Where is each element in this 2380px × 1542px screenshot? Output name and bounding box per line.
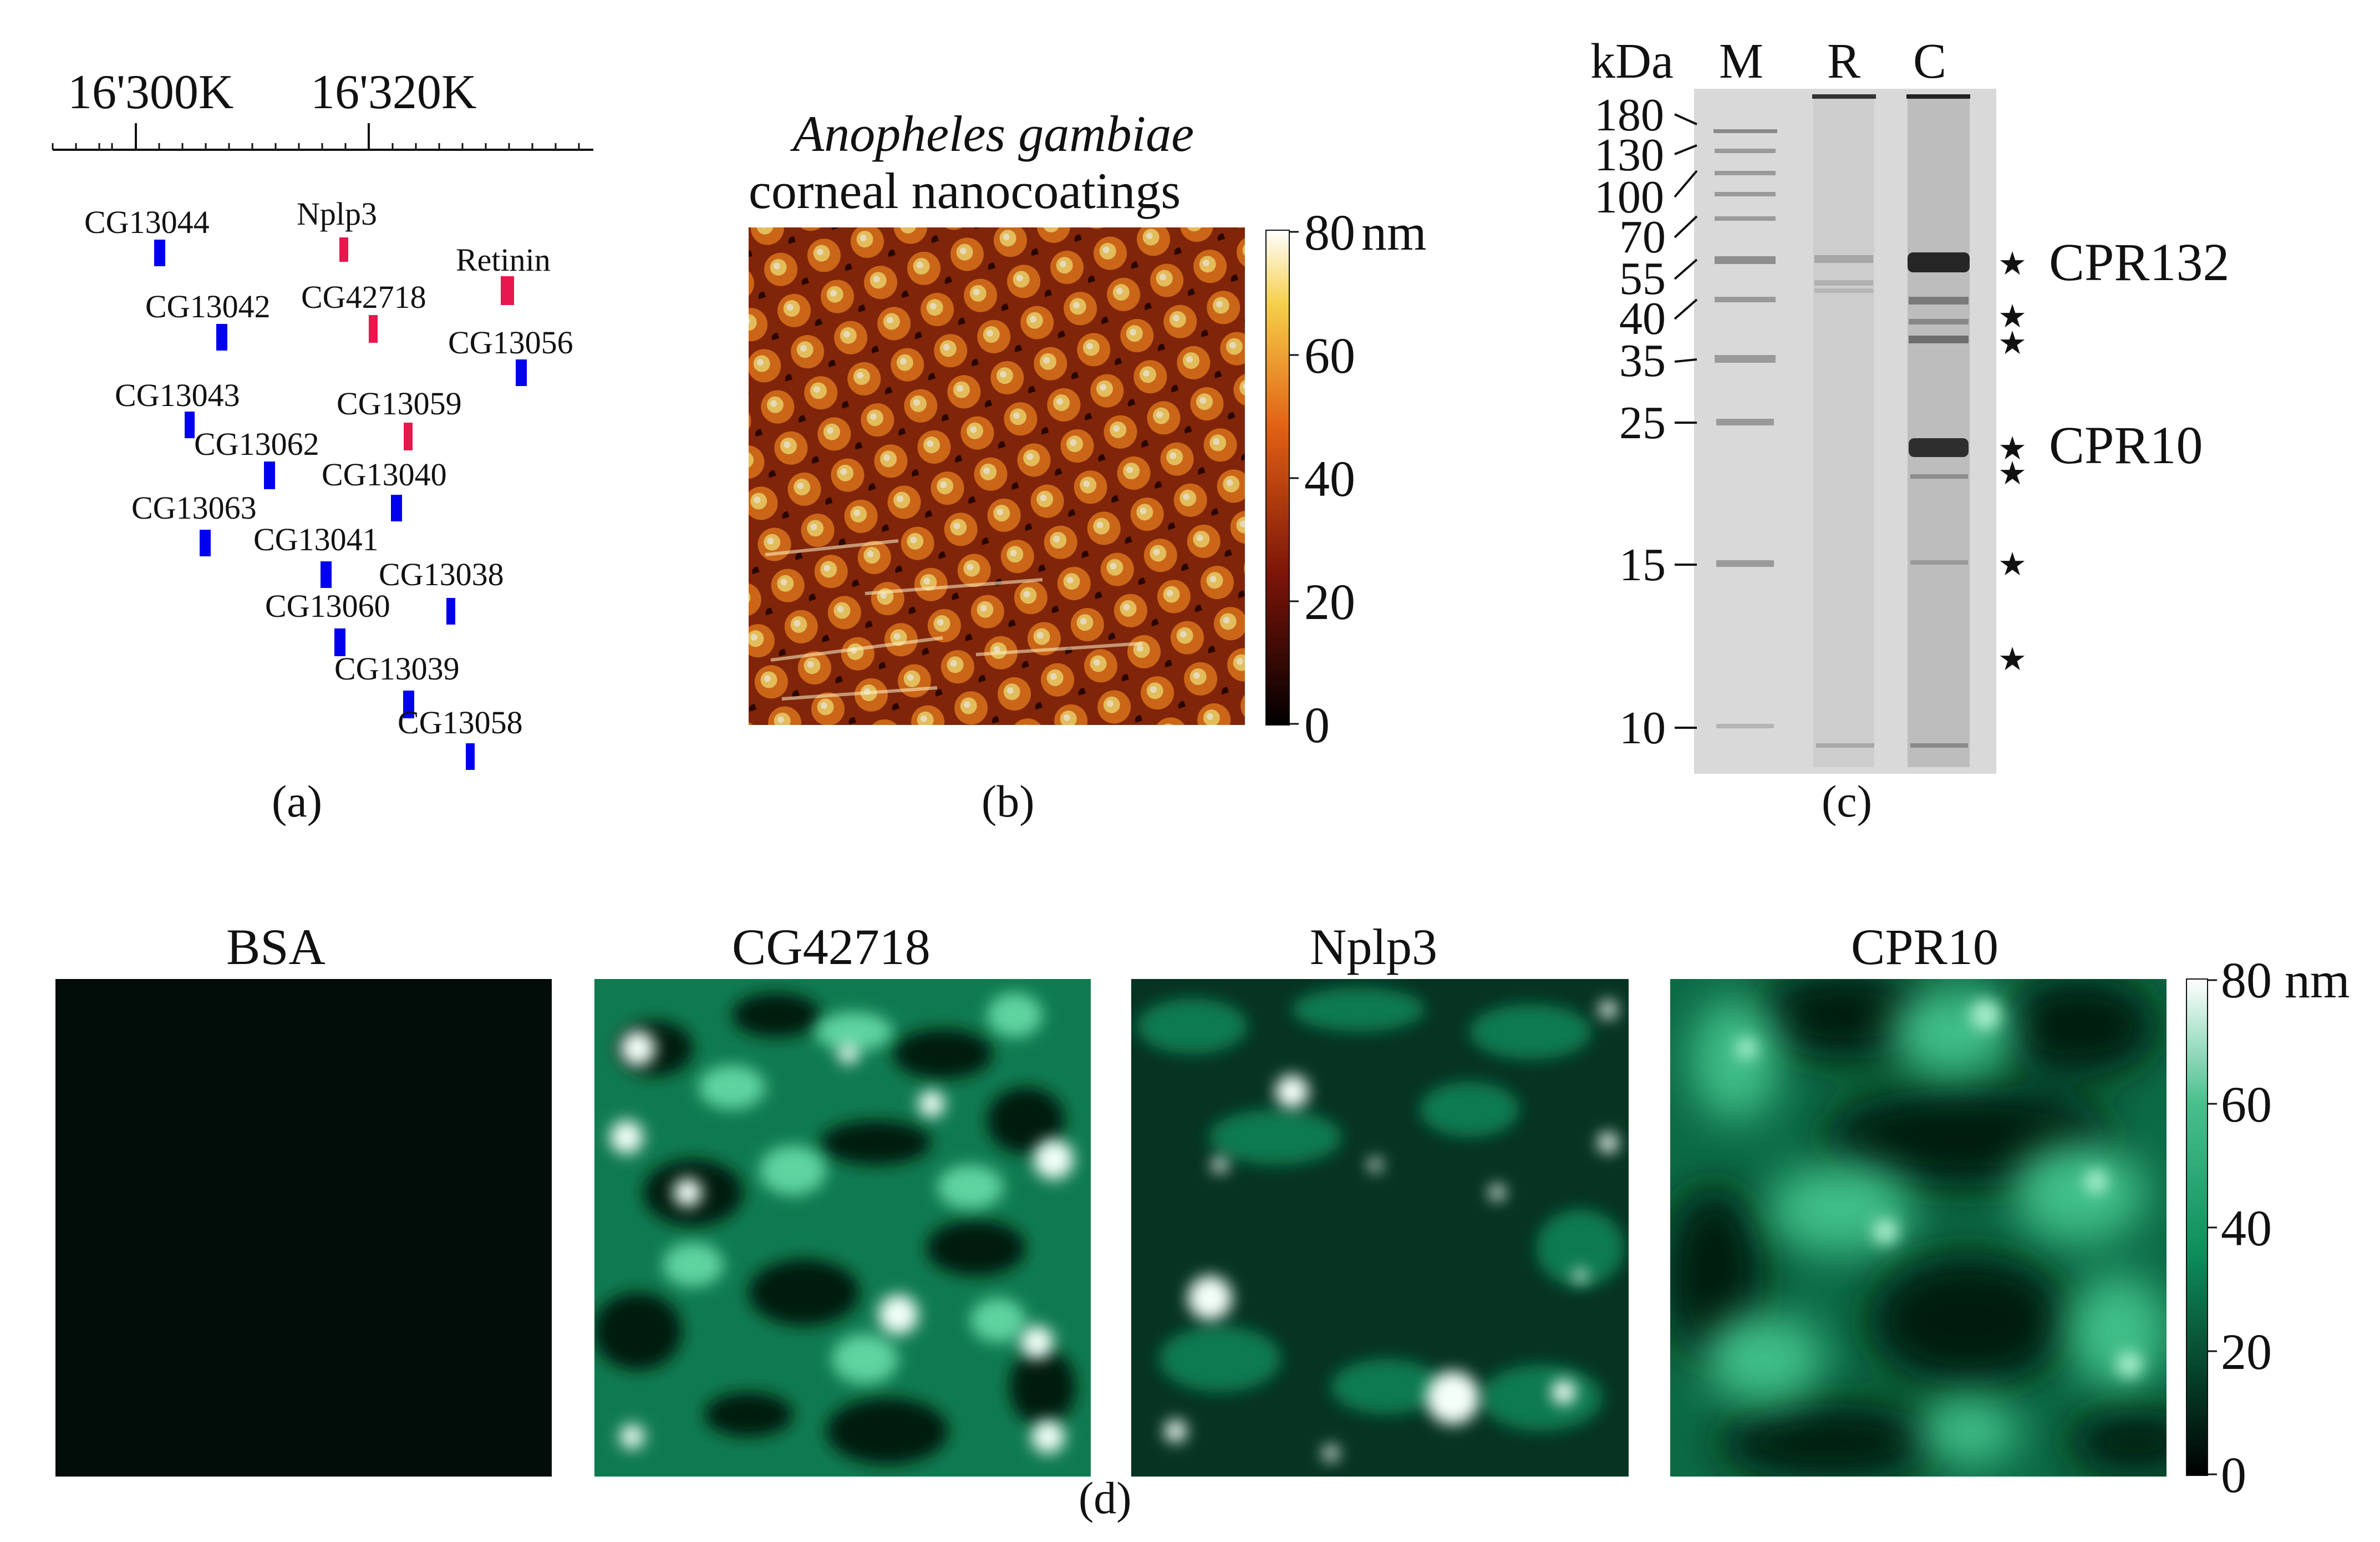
panel-b-title: corneal nanocoatings — [749, 163, 1181, 219]
gene-label: CG13044 — [84, 204, 210, 240]
band-label-cpr10: CPR10 — [2049, 415, 2203, 475]
star-icon: ★ — [1998, 246, 2027, 282]
gene-label: CG13063 — [131, 490, 257, 526]
lane-label-m: M — [1719, 34, 1763, 89]
gene-bar — [446, 598, 455, 625]
star-icon: ★ — [1998, 546, 2027, 582]
star-icon: ★ — [1998, 430, 2027, 466]
mw-label: 130 — [1594, 129, 1664, 181]
gene-bar — [466, 743, 475, 770]
gene-label: CG13058 — [398, 704, 523, 740]
genome-axis-minor-ticks — [52, 143, 580, 150]
colorbar-d-tick: 20 — [2221, 1323, 2272, 1380]
gene-bar — [391, 495, 402, 521]
colorbar-b-max: 80 — [1304, 204, 1355, 261]
colorbar-b-unit: nm — [1361, 204, 1427, 261]
colorbar-b-tick: 20 — [1304, 574, 1355, 630]
image-nplp3 — [1131, 979, 1629, 1477]
star-icon: ★ — [1998, 325, 2027, 361]
mw-label: 25 — [1619, 397, 1666, 449]
colorbar-b — [1265, 230, 1290, 726]
mw-label: 40 — [1619, 293, 1666, 344]
gene-bar — [200, 530, 211, 556]
gene-bar — [404, 423, 413, 450]
mw-marker-labels: 180 130 100 70 55 40 35 25 15 10 — [1594, 89, 1666, 754]
gene-label: CG13040 — [322, 456, 447, 493]
band-label-cpr132: CPR132 — [2049, 232, 2229, 292]
panel-b-label: (b) — [982, 776, 1035, 826]
colorbar-d — [2186, 978, 2208, 1476]
gene-label: CG13038 — [379, 556, 504, 592]
gene-label: CG13059 — [337, 385, 462, 422]
panel-d: BSA CG42718 Nplp3 CPR10 — [55, 919, 2350, 1523]
gene-features: CG13044 Nplp3 Retinin CG13042 CG42718 CG… — [84, 196, 573, 770]
gene-label: CG13039 — [334, 651, 460, 687]
mw-label: 15 — [1619, 539, 1666, 591]
gene-label: CG42718 — [301, 279, 426, 315]
panel-b: Anopheles gambiae corneal nanocoatings 8… — [749, 105, 1427, 826]
mw-label: 70 — [1619, 211, 1666, 263]
mw-label: 180 — [1594, 89, 1664, 141]
gene-bar — [264, 461, 275, 489]
afm-height-map — [749, 227, 1245, 725]
gel-unit-label: kDa — [1590, 34, 1674, 89]
gene-bar — [321, 561, 332, 588]
mw-marker-ticks — [1674, 113, 1698, 729]
image-bsa — [55, 979, 552, 1477]
axis-tick-label-1: 16'300K — [68, 65, 233, 119]
colorbar-b-tick: 60 — [1304, 327, 1355, 384]
panel-b-title-species: Anopheles gambiae — [790, 105, 1194, 162]
colorbar-d-tick: 0 — [2221, 1447, 2246, 1503]
colorbar-d-tick: 40 — [2221, 1200, 2272, 1256]
gene-bar — [501, 276, 514, 305]
mw-label: 100 — [1594, 171, 1664, 223]
star-icon: ★ — [1998, 641, 2027, 677]
image-title-nplp3: Nplp3 — [1310, 919, 1437, 975]
gene-label: CG13043 — [115, 377, 240, 413]
panel-c-label: (c) — [1822, 776, 1872, 826]
gel-lane-r — [1812, 94, 1876, 767]
panel-d-label: (d) — [1079, 1473, 1132, 1523]
image-title-bsa: BSA — [226, 919, 326, 975]
gene-bar — [154, 240, 165, 266]
gene-label: CG13041 — [253, 521, 379, 557]
mw-label: 10 — [1619, 702, 1666, 754]
gel-lane-c — [1906, 94, 1970, 767]
gene-label: CG13060 — [265, 588, 390, 624]
band-stars: ★ ★ ★ ★ ★ ★ ★ — [1998, 246, 2027, 677]
gene-bar — [516, 359, 527, 386]
colorbar-b-tick: 0 — [1304, 697, 1330, 753]
gene-bar — [334, 628, 345, 656]
mw-label: 35 — [1619, 335, 1666, 387]
star-icon: ★ — [1998, 298, 2027, 334]
gene-label: Nplp3 — [297, 196, 377, 232]
panel-a-label: (a) — [272, 776, 322, 826]
gene-label: CG13062 — [194, 426, 319, 462]
lane-label-c: C — [1913, 34, 1946, 89]
gene-bar — [369, 315, 378, 343]
image-cpr10 — [1670, 979, 2167, 1477]
lane-label-r: R — [1827, 34, 1860, 89]
image-title-cpr10: CPR10 — [1851, 919, 1998, 975]
gene-bar — [216, 324, 227, 351]
gene-label: CG13042 — [145, 288, 271, 324]
colorbar-b-tick: 40 — [1304, 450, 1355, 507]
gel-lane-m — [1713, 129, 1777, 728]
panel-a: 16'300K 16'320K CG13044 Nplp3 Retinin CG… — [52, 65, 593, 826]
colorbar-d-max: 80 nm — [2221, 952, 2350, 1008]
axis-tick-label-2: 16'320K — [311, 65, 476, 119]
colorbar-b-ticks — [1289, 231, 1299, 725]
colorbar-d-tick: 60 — [2221, 1076, 2272, 1133]
gene-bar — [339, 237, 348, 262]
mw-label: 55 — [1619, 253, 1666, 305]
gene-bar — [185, 412, 195, 438]
panel-c: kDa M R C — [1590, 34, 2229, 826]
star-icon: ★ — [1998, 455, 2027, 491]
image-cg42718 — [594, 979, 1091, 1477]
image-title-cg42718: CG42718 — [732, 919, 930, 975]
gene-label: CG13056 — [448, 324, 573, 361]
colorbar-d-ticks — [2208, 979, 2217, 1475]
gene-label: Retinin — [456, 242, 551, 278]
gene-bar — [403, 691, 414, 718]
